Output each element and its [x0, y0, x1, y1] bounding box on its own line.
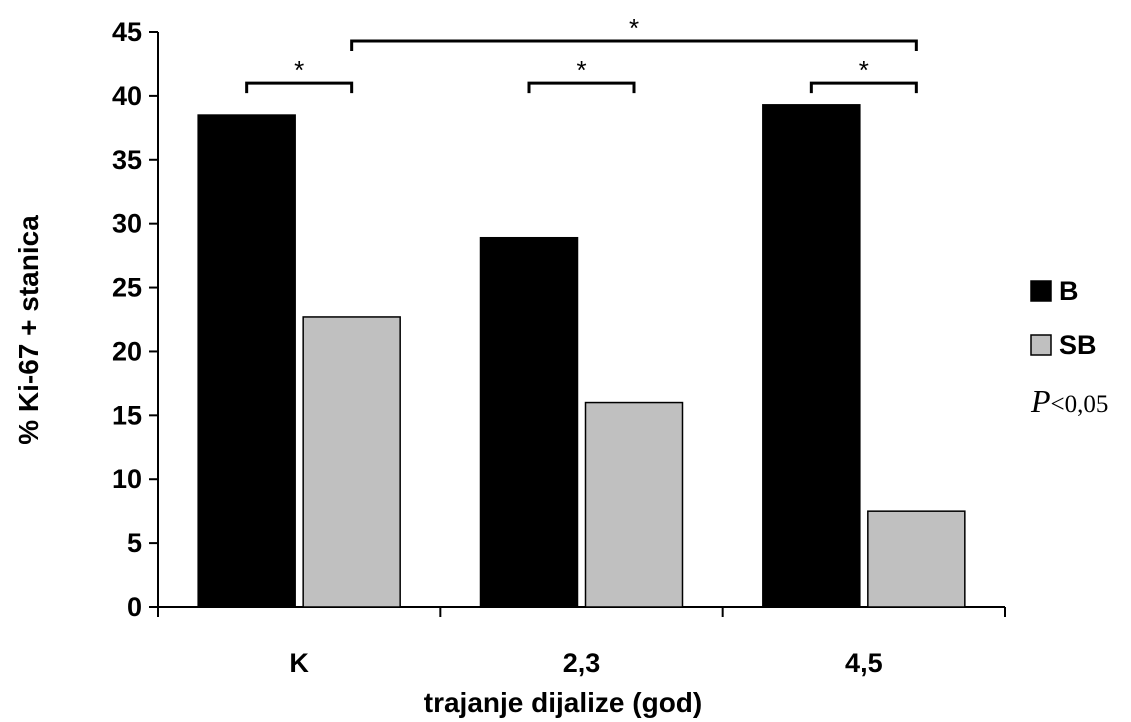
- p-value-annotation: P<0,05: [1030, 383, 1108, 419]
- p-threshold: <0,05: [1051, 391, 1109, 418]
- y-tick-label: 40: [112, 81, 142, 111]
- significance-bracket: [527, 81, 636, 94]
- y-tick-label: 45: [112, 17, 142, 47]
- x-tick-label: 2,3: [563, 648, 601, 678]
- legend-label-b: B: [1059, 276, 1079, 306]
- significance-star: *: [294, 55, 304, 85]
- bar-b-0: [197, 114, 296, 608]
- y-tick-label: 15: [112, 400, 142, 430]
- bar-sb-0: [302, 316, 401, 608]
- y-axis-title: % Ki-67 + stanica: [13, 215, 44, 445]
- y-tick-label: 5: [127, 528, 142, 558]
- significance-bracket: [245, 81, 354, 94]
- bar-b-1: [479, 236, 579, 608]
- y-tick-label: 35: [112, 145, 142, 175]
- plot-area: 0 5 10 15 20 25 30 35 40 45 K 2,3 4,5: [112, 17, 1006, 678]
- y-tick-label: 30: [112, 209, 142, 239]
- significance-star: *: [576, 55, 586, 85]
- significance-bracket: [809, 81, 918, 94]
- significance-star: *: [629, 13, 639, 43]
- p-symbol: P: [1030, 383, 1051, 419]
- legend-swatch-b: [1030, 280, 1052, 302]
- x-tick-label: 4,5: [845, 648, 883, 678]
- legend-swatch-sb: [1030, 334, 1052, 356]
- legend-label-sb: SB: [1059, 330, 1097, 360]
- significance-star: *: [859, 55, 869, 85]
- bar-sb-1: [584, 401, 684, 608]
- y-tick-label: 25: [112, 273, 142, 303]
- bar-b-2: [762, 104, 861, 608]
- y-tick-label: 10: [112, 464, 142, 494]
- bar-sb-2: [867, 510, 966, 608]
- significance-annotations: * * * *: [245, 13, 918, 94]
- y-tick-label: 0: [127, 592, 142, 622]
- x-tick-label: K: [289, 648, 309, 678]
- legend: B SB: [1030, 276, 1097, 360]
- significance-bracket: [350, 39, 918, 51]
- y-tick-label: 20: [112, 336, 142, 366]
- x-axis-title: trajanje dijalize (god): [424, 687, 702, 718]
